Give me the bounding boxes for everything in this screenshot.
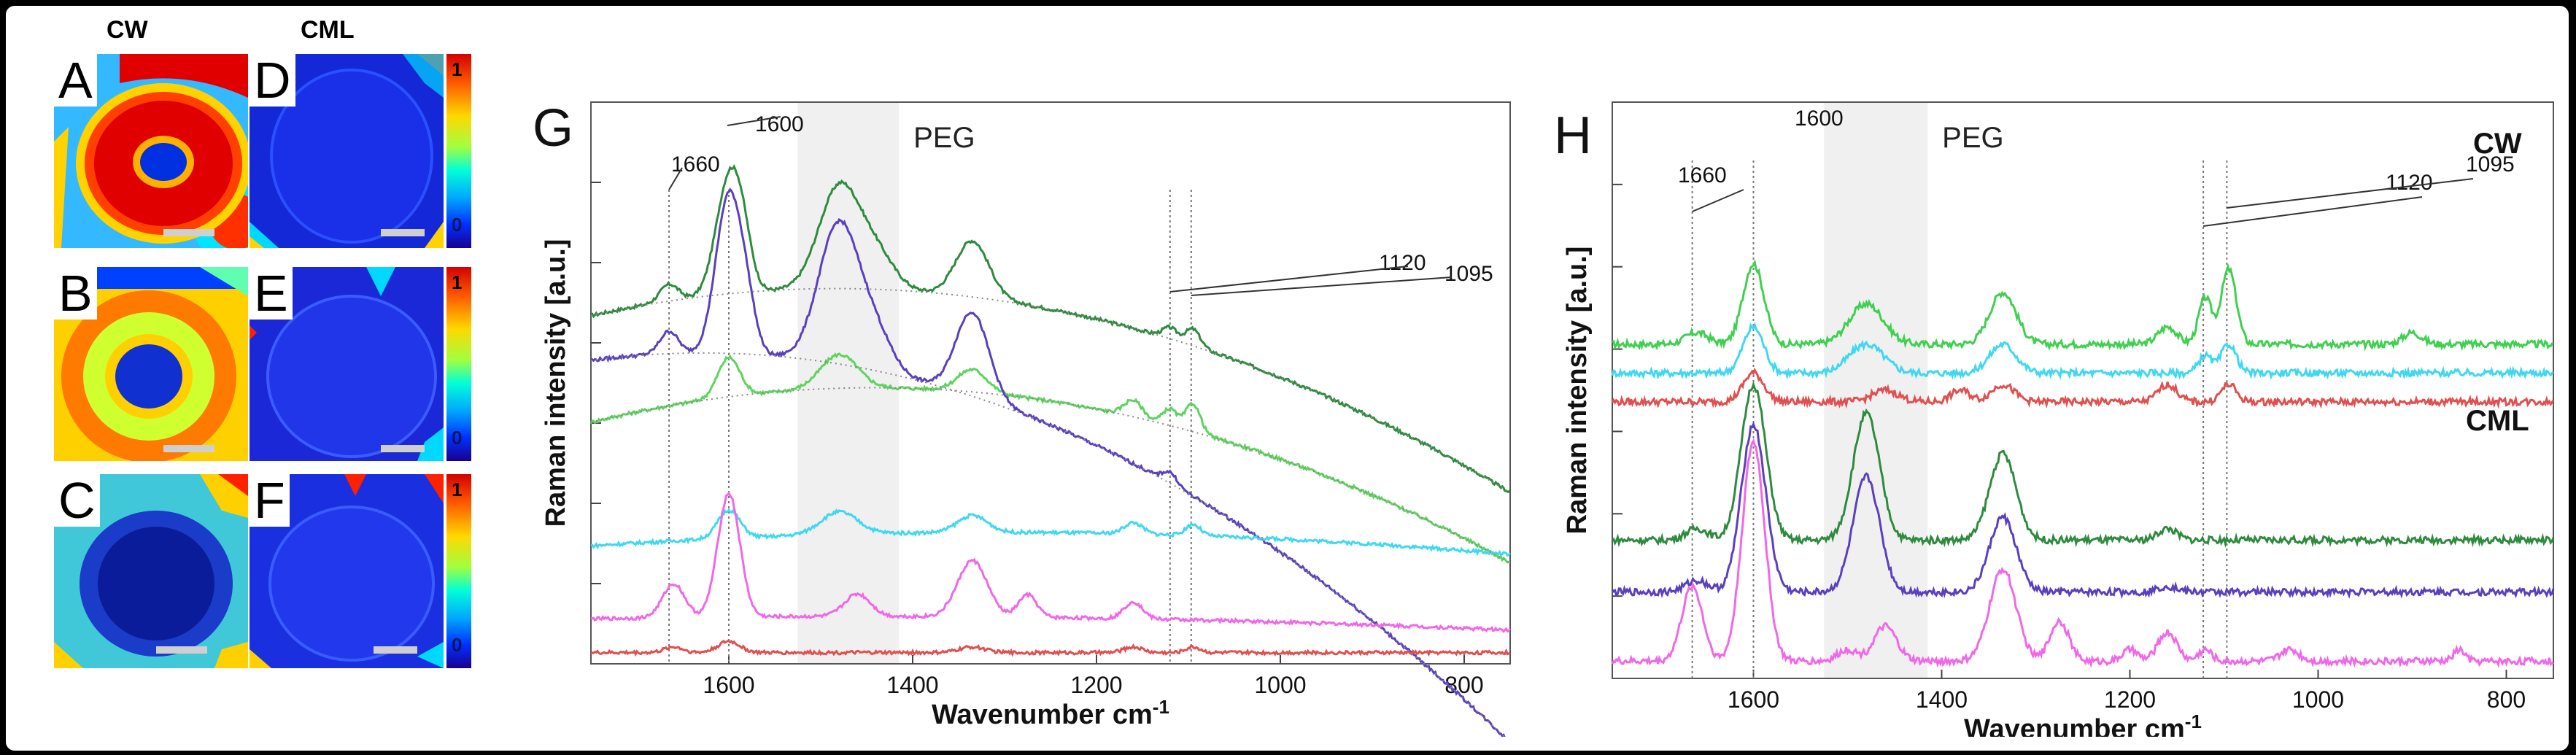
colorbar-max-label: 1	[452, 271, 463, 293]
peg-band-label: PEG	[1942, 122, 2003, 154]
heatmap-tile-e: E	[250, 267, 444, 461]
peak-marker-leader	[1169, 266, 1409, 293]
x-tick-label: 1400	[1916, 686, 1968, 713]
heatmap-tile-c: C	[54, 474, 248, 668]
series-line	[1612, 381, 2555, 548]
x-tick-label: 1200	[1070, 672, 1122, 698]
plot-frame	[1612, 101, 2554, 679]
tile-letter-e: E	[250, 267, 293, 320]
colorbar-min-label: 0	[452, 214, 463, 236]
peak-marker-leader	[2202, 196, 2423, 227]
series-line	[1611, 322, 2554, 380]
chart-g: PEG 1600 1400 1200 1000 800 Wavenumber cm-1 Ram…	[533, 99, 1512, 737]
colorbar-row2: 1 0	[446, 267, 471, 461]
series-line	[590, 164, 1511, 494]
peak-marker-leader	[668, 167, 683, 190]
tile-letter-c: C	[54, 474, 100, 527]
y-axis-label: Raman intensity [a.u.]	[1562, 247, 1593, 535]
peak-marker-leader	[1692, 189, 1744, 212]
series-line	[1611, 421, 2555, 600]
peg-band	[797, 102, 900, 664]
x-tick-label: 800	[2487, 686, 2526, 713]
colorbar-min-label: 0	[452, 427, 463, 449]
x-tick-label: 1000	[2292, 686, 2344, 713]
peak-marker-label: 1095	[1444, 262, 1493, 286]
group-label-cw: CW	[2473, 128, 2522, 160]
peak-marker-leader	[2227, 178, 2474, 209]
plot-frame	[590, 101, 1511, 665]
baseline-fit-curve	[590, 352, 1506, 737]
tile-letter-f: F	[250, 474, 290, 527]
peak-marker-label: 1600	[755, 112, 804, 136]
series-line	[1611, 438, 2554, 669]
peak-marker-leader	[727, 116, 781, 126]
heatmap-tile-d: D	[250, 54, 444, 248]
x-tick-label: 1400	[886, 672, 938, 698]
series-line	[1612, 259, 2554, 352]
cml-column-header: CML	[301, 16, 355, 44]
x-tick-label: 1000	[1254, 672, 1306, 698]
peak-marker-label: 1120	[2386, 171, 2433, 195]
peak-marker-label: 1600	[1795, 107, 1844, 131]
tile-letter-d: D	[250, 54, 295, 107]
tile-letter-b: B	[54, 267, 97, 320]
peg-band	[1824, 102, 1928, 678]
colorbar-row1: 1 0	[446, 54, 471, 248]
x-axis-label: Wavenumber cm-1	[1964, 711, 2202, 737]
series-line	[589, 639, 1511, 657]
heatmap-tile-a: A	[54, 54, 248, 248]
x-tick-label: 1600	[703, 672, 754, 698]
cw-column-header: CW	[107, 16, 148, 44]
baseline-fit-curve	[590, 387, 1511, 564]
x-tick-label: 1200	[2104, 686, 2156, 713]
series-line	[1611, 367, 2555, 409]
tile-letter-a: A	[54, 54, 97, 107]
x-tick-label: 800	[1444, 672, 1483, 698]
colorbar-max-label: 1	[452, 479, 463, 500]
series-line	[589, 187, 1506, 737]
heatmap-tile-f: F	[250, 474, 444, 668]
peak-marker-label: 1660	[1678, 163, 1727, 187]
y-axis-label: Raman intensity [a.u.]	[541, 239, 571, 527]
panel-letter-h: H	[1554, 107, 1592, 165]
peak-marker-label: 1120	[1379, 251, 1426, 275]
x-tick-label: 1600	[1728, 686, 1779, 713]
colorbar-min-label: 0	[452, 634, 463, 656]
group-label-cml: CML	[2466, 405, 2529, 437]
chart-h: PEG 1600 1400 1200 1000 800 Wavenumber cm-1 Ram…	[1554, 101, 2555, 737]
peak-marker-leader	[1191, 276, 1453, 296]
series-line	[590, 491, 1512, 633]
x-axis-label: Wavenumber cm-1	[932, 696, 1169, 730]
panel-letter-g: G	[533, 99, 573, 158]
peg-band-label: PEG	[913, 122, 975, 154]
colorbar-row3: 1 0	[446, 474, 471, 668]
series-line	[590, 508, 1512, 557]
heatmap-tile-b: B	[54, 267, 248, 461]
colorbar-max-label: 1	[452, 58, 463, 80]
peak-marker-label: 1095	[2466, 152, 2515, 177]
